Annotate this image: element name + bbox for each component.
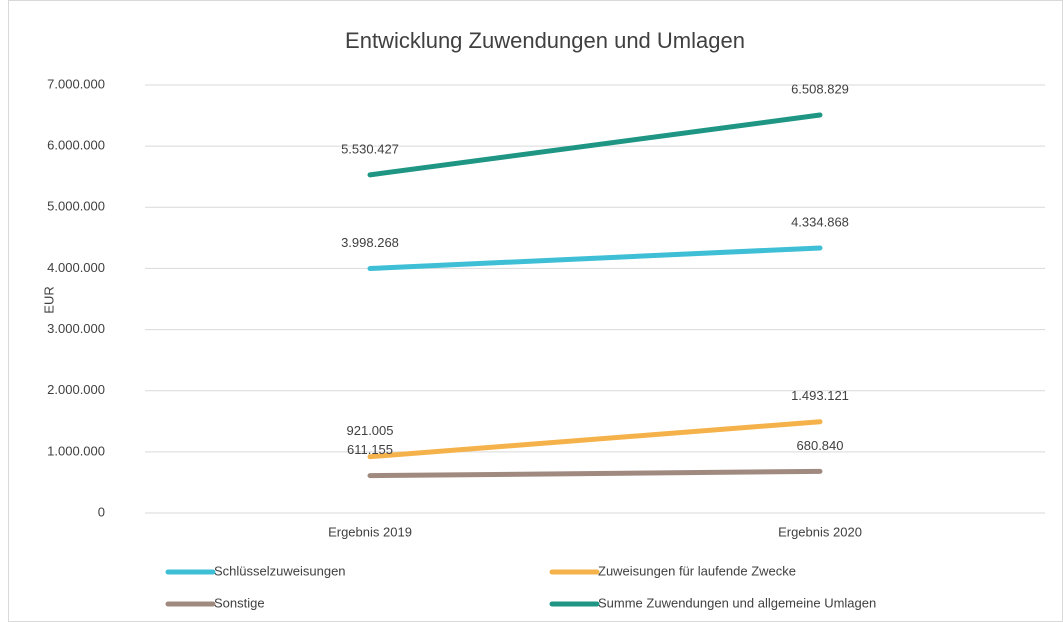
series-line: [367, 245, 823, 272]
legend-label: Sonstige: [214, 595, 265, 610]
y-tick-label: 2.000.000: [47, 382, 105, 397]
x-tick-label: Ergebnis 2020: [778, 524, 862, 539]
data-label: 611.155: [347, 442, 393, 457]
data-label: 921.005: [347, 423, 394, 438]
y-axis-label: EUR: [41, 286, 56, 313]
y-tick-label: 6.000.000: [47, 138, 105, 153]
data-label: 1.493.121: [791, 388, 849, 403]
y-tick-label: 0: [98, 504, 105, 519]
series-line: [367, 419, 823, 460]
data-label: 5.530.427: [341, 141, 399, 156]
legend-label: Zuweisungen für laufende Zwecke: [598, 563, 796, 578]
data-label: 6.508.829: [791, 81, 849, 96]
data-label: 3.998.268: [341, 235, 399, 250]
data-label: 4.334.868: [791, 214, 849, 229]
chart-frame: [8, 0, 1063, 622]
series-line: [367, 112, 823, 178]
series-line: [367, 468, 823, 479]
y-tick-label: 7.000.000: [47, 76, 105, 91]
y-tick-label: 5.000.000: [47, 199, 105, 214]
y-tick-label: 4.000.000: [47, 260, 105, 275]
chart-title: Entwicklung Zuwendungen und Umlagen: [345, 28, 745, 53]
y-tick-label: 3.000.000: [47, 321, 105, 336]
legend-label: Summe Zuwendungen und allgemeine Umlagen: [598, 595, 876, 610]
legend-label: Schlüsselzuweisungen: [214, 563, 346, 578]
data-label: 680.840: [797, 438, 844, 453]
x-tick-label: Ergebnis 2019: [328, 524, 412, 539]
y-tick-label: 1.000.000: [47, 443, 105, 458]
